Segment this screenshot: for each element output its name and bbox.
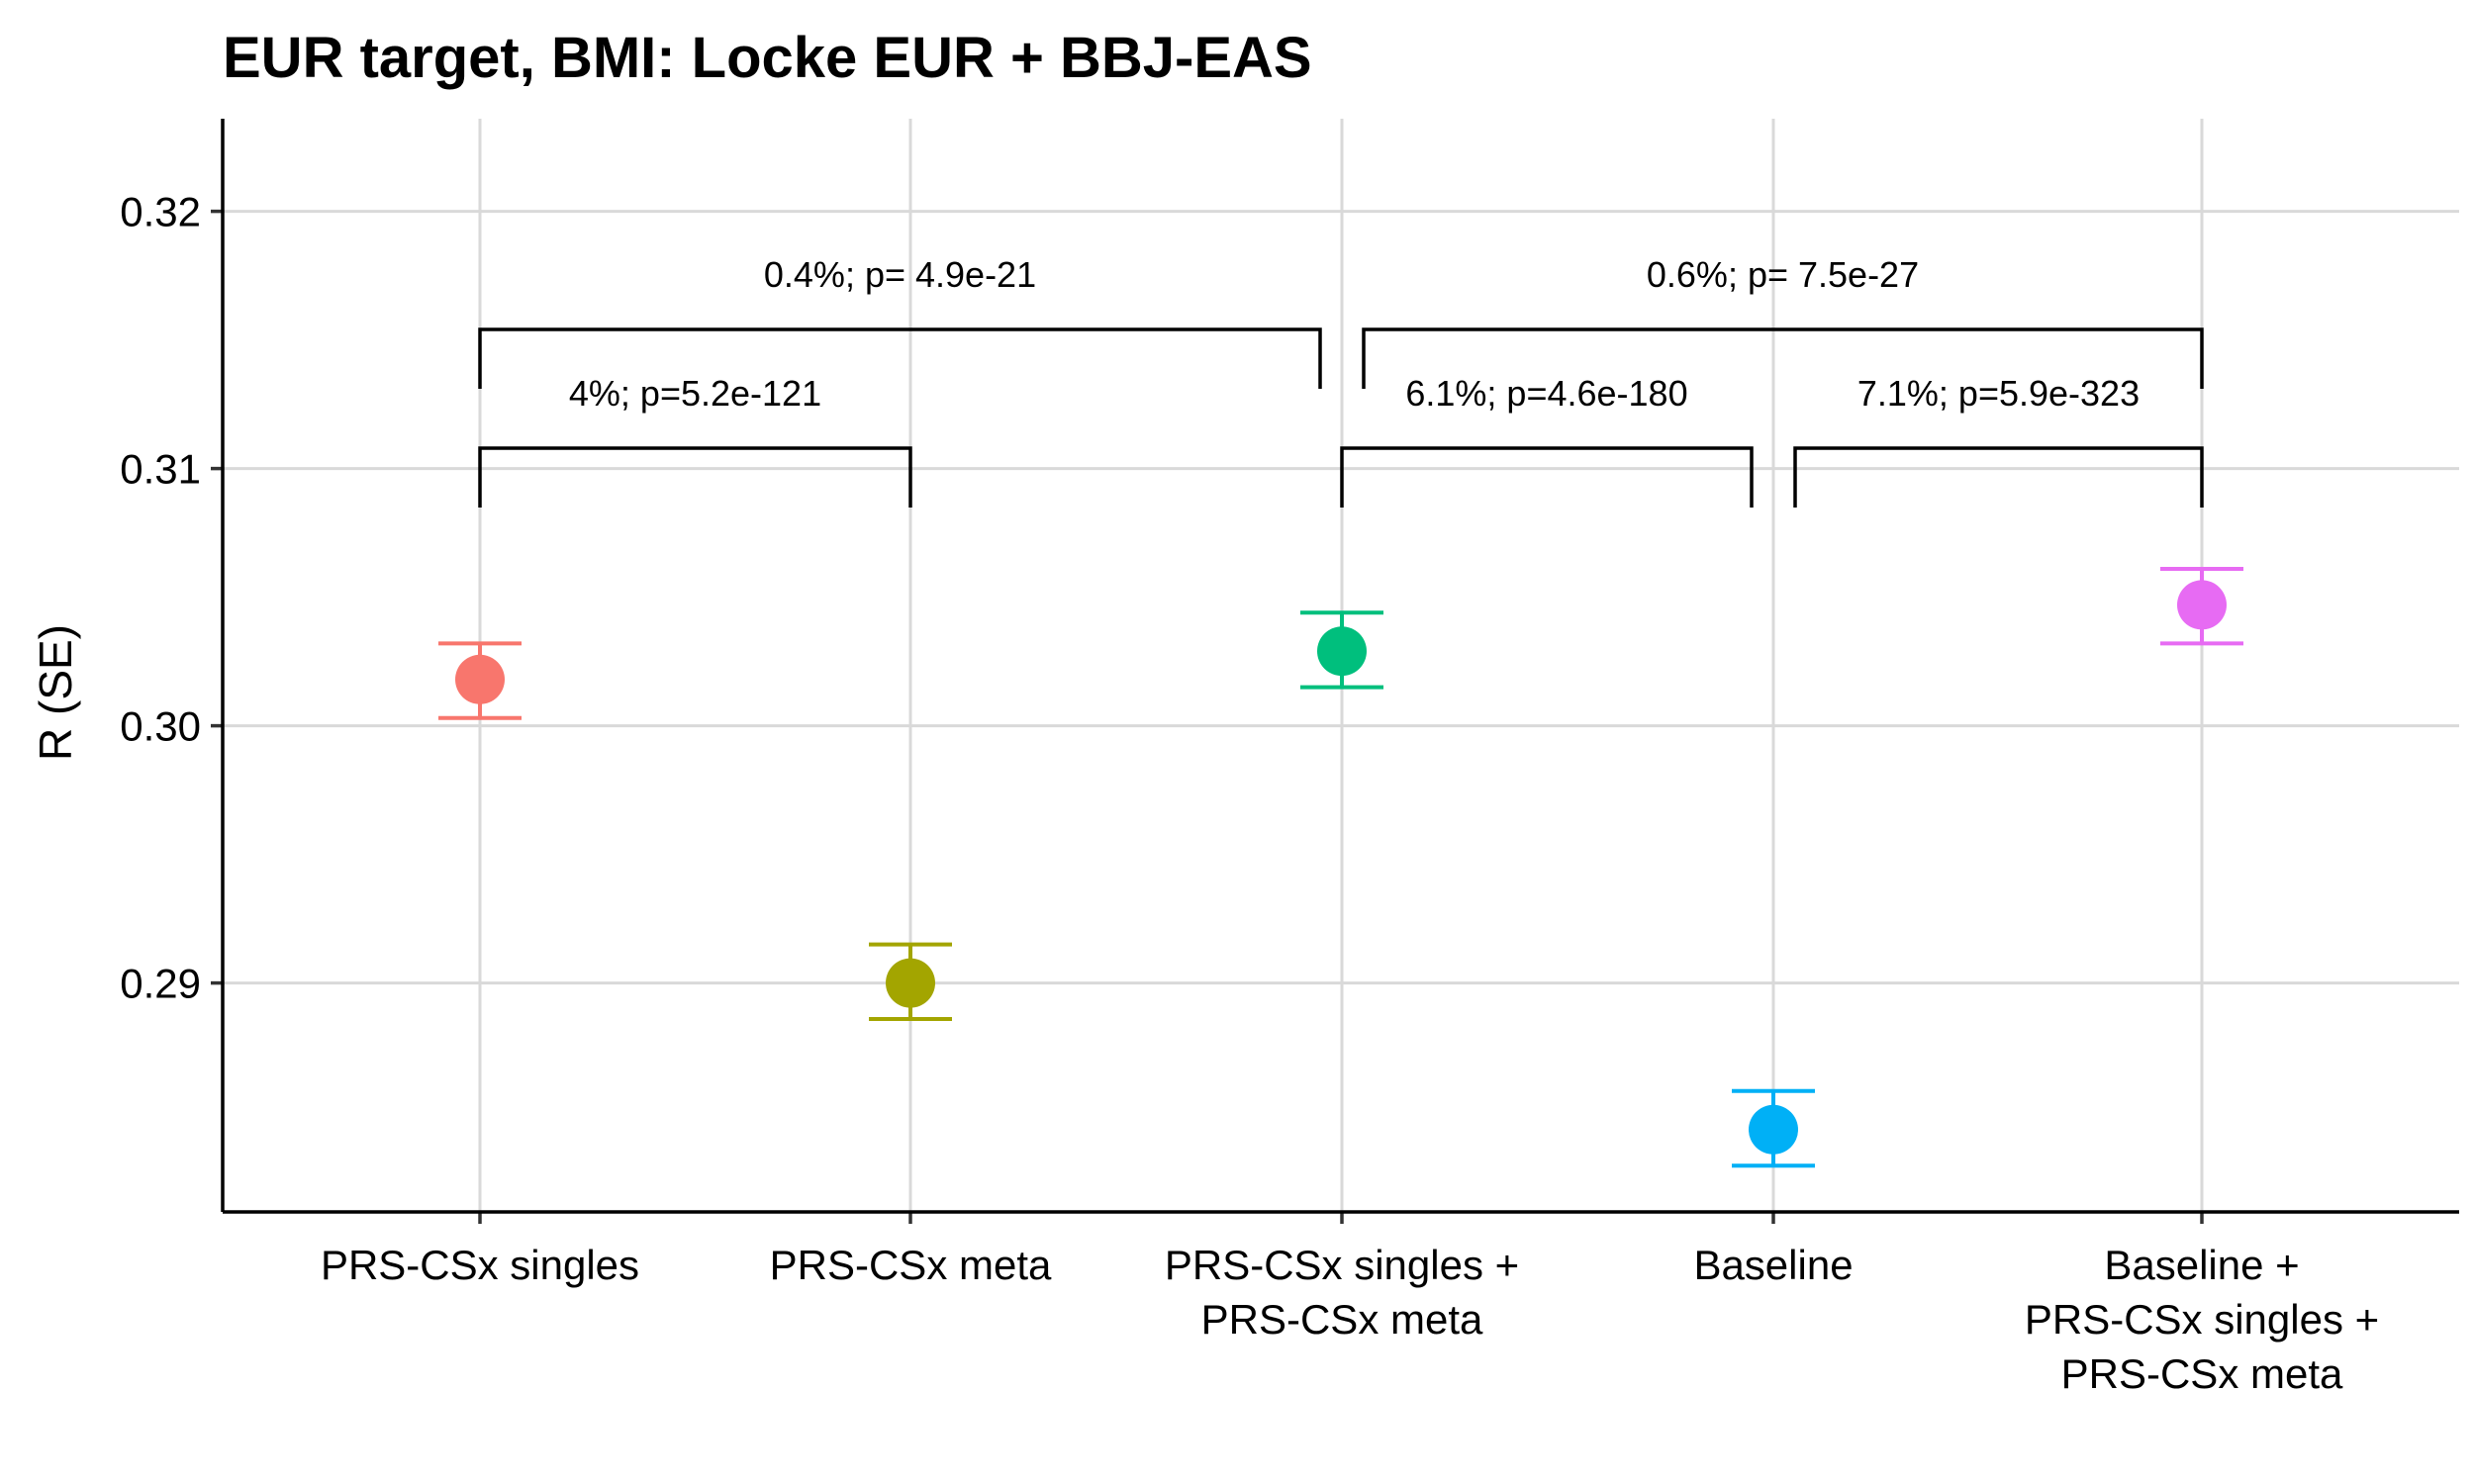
- x-tick-label: PRS-CSx singles: [321, 1242, 639, 1288]
- x-tick-label: PRS-CSx meta: [1201, 1296, 1483, 1343]
- comparison-bracket: [1362, 327, 2204, 389]
- comparison-label: 0.6%; p= 7.5e-27: [1647, 254, 1919, 295]
- y-tick-label: 0.31: [120, 446, 201, 493]
- comparison-label: 6.1%; p=4.6e-180: [1405, 373, 1687, 414]
- chart-title: EUR target, BMI: Locke EUR + BBJ-EAS: [223, 26, 1312, 90]
- point-group: [1732, 1088, 1815, 1168]
- x-tick-label: Baseline +: [2104, 1242, 2299, 1288]
- data-point: [1317, 626, 1367, 677]
- comparison-brackets: 4%; p=5.2e-121 6.1%; p=4.6e-180 7.1%; p=5.…: [478, 254, 2204, 508]
- y-tick-label: 0.29: [120, 961, 201, 1007]
- point-group: [869, 942, 952, 1021]
- y-tick-label: 0.30: [120, 703, 201, 750]
- x-tick-label: PRS-CSx meta: [2061, 1350, 2343, 1397]
- comparison-bracket: [478, 446, 912, 508]
- comparison-bracket: [1340, 446, 1754, 508]
- x-tick-label: PRS-CSx singles +: [2025, 1296, 2379, 1343]
- comparison-label: 0.4%; p= 4.9e-21: [764, 254, 1036, 295]
- point-group: [2160, 567, 2243, 646]
- comparison-label: 4%; p=5.2e-121: [569, 373, 821, 414]
- data-point: [455, 654, 505, 704]
- y-axis-title: R (SE): [30, 624, 81, 761]
- axes: [211, 119, 2459, 1224]
- x-tick-label: PRS-CSx meta: [770, 1242, 1052, 1288]
- x-tick-label: Baseline: [1693, 1242, 1853, 1288]
- data-point: [1749, 1104, 1798, 1155]
- comparison-label: 7.1%; p=5.9e-323: [1857, 373, 2140, 414]
- point-group: [438, 641, 522, 720]
- point-group: [1300, 610, 1383, 690]
- data-points: [438, 567, 2243, 1168]
- comparison-bracket: [1793, 446, 2204, 508]
- y-tick-label: 0.32: [120, 189, 201, 235]
- tick-labels: 0.29 0.30 0.31 0.32 PRS-CSx singles PRS-CSx m…: [120, 189, 2379, 1397]
- x-tick-label: PRS-CSx singles +: [1165, 1242, 1519, 1288]
- comparison-bracket: [478, 327, 1322, 389]
- data-point: [886, 958, 935, 1008]
- data-point: [2177, 580, 2227, 630]
